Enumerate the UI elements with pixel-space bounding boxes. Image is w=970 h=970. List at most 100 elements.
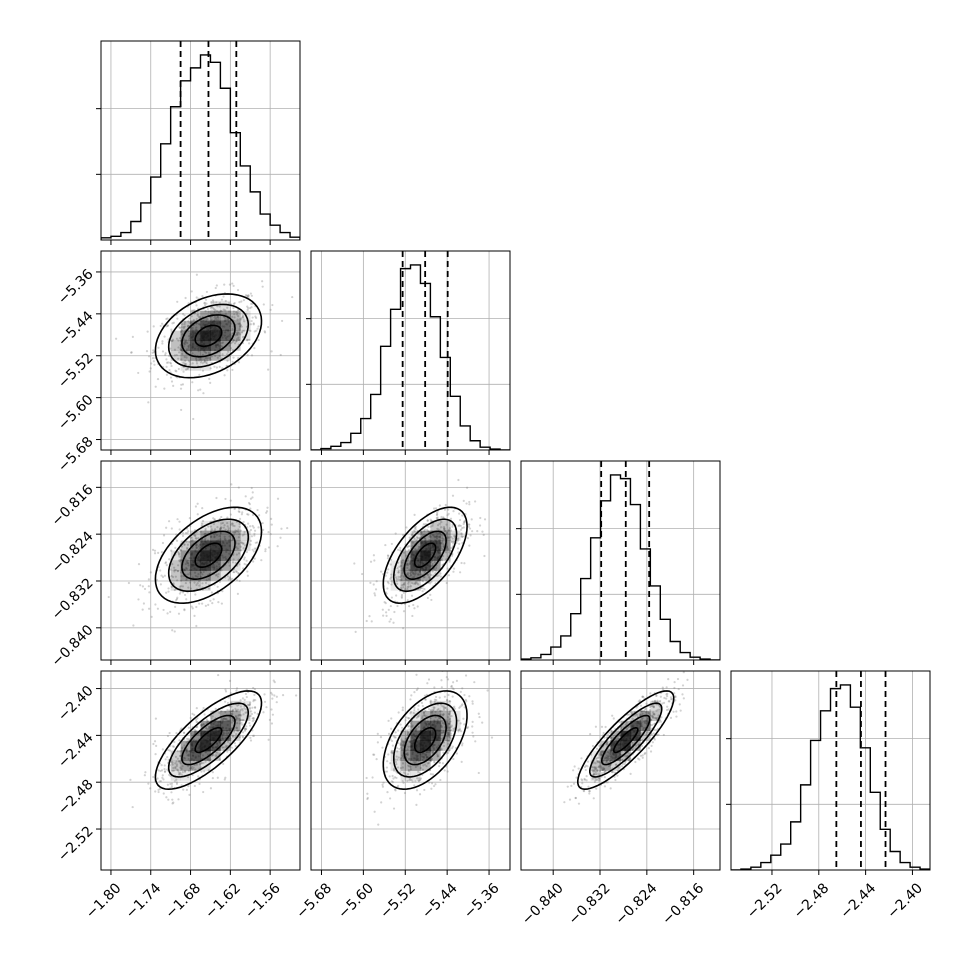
scatter-point (607, 748, 610, 752)
density-cell (180, 540, 191, 551)
scatter-point (196, 717, 199, 720)
scatter-point (397, 569, 400, 572)
scatter-point (184, 368, 188, 371)
scatter-point (221, 353, 224, 356)
scatter-point (444, 529, 447, 533)
scatter-point (435, 513, 439, 517)
scatter-point (400, 578, 403, 581)
scatter-point (200, 762, 203, 765)
scatter-point (164, 758, 167, 761)
density-cell (230, 340, 241, 351)
scatter-point (638, 699, 641, 702)
scatter-point (473, 665, 475, 667)
scatter-point (373, 810, 376, 813)
scatter-point (251, 496, 254, 499)
density-cell (170, 750, 181, 761)
scatter-point (238, 318, 241, 321)
scatter-point (594, 771, 598, 774)
scatter-point (408, 555, 411, 559)
scatter-point (365, 619, 368, 623)
scatter-point (172, 384, 175, 387)
scatter-point (177, 367, 180, 371)
scatter-point (178, 559, 181, 562)
scatter-point (430, 598, 433, 602)
scatter-point (185, 540, 188, 543)
scatter-point (659, 708, 662, 711)
scatter-point (248, 703, 251, 706)
scatter-point (148, 355, 151, 358)
scatter-point (423, 528, 427, 531)
scatter-point (585, 779, 588, 782)
scatter-point (659, 699, 662, 703)
scatter-point (231, 708, 235, 712)
scatter-point (678, 703, 681, 706)
scatter-point (436, 517, 439, 520)
scatter-point (228, 709, 231, 712)
scatter-point (682, 697, 685, 700)
scatter-point (415, 688, 418, 692)
scatter-point (453, 534, 456, 537)
scatter-point (205, 357, 208, 360)
scatter-point (187, 769, 191, 772)
scatter-point (389, 576, 393, 579)
scatter-point (407, 582, 410, 585)
scatter-point (220, 526, 223, 529)
scatter-point (230, 705, 233, 708)
scatter-point (452, 540, 455, 543)
scatter-point (432, 708, 435, 711)
scatter-point (236, 311, 239, 314)
scatter-point (651, 704, 654, 708)
scatter-point (156, 777, 159, 780)
scatter-point (673, 680, 676, 684)
scatter-point (390, 583, 393, 586)
scatter-point (406, 773, 410, 776)
contour-2-1-0 (413, 542, 437, 568)
scatter-point (194, 505, 198, 508)
scatter-point (203, 301, 207, 305)
scatter-point (470, 518, 473, 521)
scatter-point (395, 762, 398, 766)
density-cell (190, 310, 201, 321)
scatter-point (224, 299, 227, 303)
scatter-point (423, 575, 426, 579)
scatter-point (197, 389, 200, 392)
scatter-point (592, 772, 596, 775)
scatter-point (252, 719, 255, 722)
scatter-point (250, 302, 253, 305)
density-cell (200, 740, 211, 751)
scatter-point (216, 776, 219, 779)
scatter-point (202, 723, 205, 726)
scatter-point (165, 564, 168, 567)
scatter-point (187, 359, 191, 362)
scatter-point (178, 754, 182, 758)
scatter-point (445, 551, 448, 554)
scatter-point (157, 788, 160, 791)
scatter-point (239, 708, 242, 712)
scatter-point (596, 759, 599, 762)
scatter-point (681, 684, 685, 687)
scatter-point (430, 711, 433, 714)
histogram-step-3 (731, 684, 930, 870)
scatter-point (447, 733, 451, 736)
scatter-point (206, 307, 209, 311)
scatter-point (408, 536, 411, 539)
scatter-point (179, 590, 182, 593)
scatter-point (233, 742, 236, 745)
scatter-point (226, 525, 229, 528)
scatter-point (265, 706, 268, 709)
scatter-point (236, 308, 240, 312)
scatter-point (251, 734, 255, 737)
scatter-point (169, 774, 172, 778)
scatter-point (453, 535, 456, 538)
scatter-point (668, 700, 671, 703)
scatter-point (161, 350, 165, 353)
scatter-point (463, 693, 466, 697)
scatter-point (271, 697, 274, 700)
scatter-point (182, 731, 186, 734)
scatter-point (178, 585, 181, 588)
panel-frame (520, 670, 721, 871)
scatter-point (654, 700, 657, 703)
scatter-point (682, 671, 685, 674)
scatter-point (247, 513, 250, 516)
scatter-point (412, 603, 415, 607)
